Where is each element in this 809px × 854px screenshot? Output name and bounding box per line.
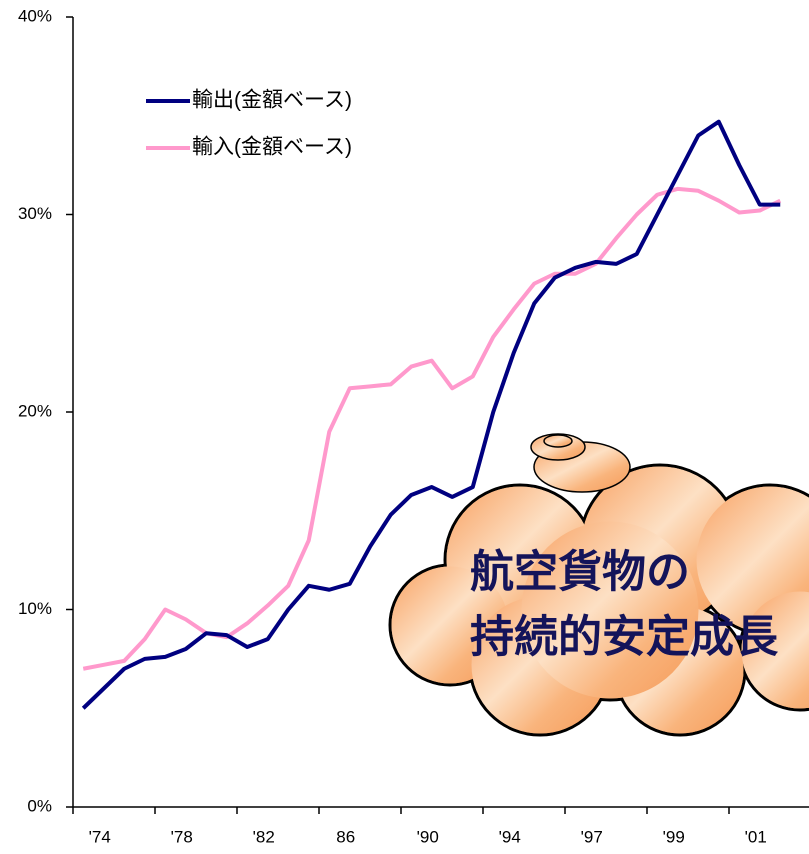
x-tick-label: '94	[499, 827, 521, 846]
y-tick-label: 30%	[18, 204, 52, 223]
series-line	[82, 186, 782, 671]
x-tick-label: '97	[581, 827, 603, 846]
x-tick-label: '82	[253, 827, 275, 846]
x-tick-label: '99	[663, 827, 685, 846]
legend-label: 輸入(金額ベース)	[192, 136, 352, 159]
series-line	[81, 119, 781, 710]
y-tick-label: 10%	[18, 599, 52, 618]
x-tick-label: '90	[417, 827, 439, 846]
annotation: 持続的安定成長	[470, 613, 779, 662]
x-tick-label: '78	[171, 827, 193, 846]
y-tick-label: 0%	[27, 796, 52, 815]
y-tick-label: 20%	[18, 401, 52, 420]
cloud	[388, 433, 809, 737]
x-tick-label: '74	[89, 827, 111, 846]
x-tick-label: 86	[336, 827, 355, 846]
y-tick-label: 40%	[18, 6, 52, 25]
annotation: 航空貨物の	[470, 548, 690, 597]
legend-label: 輸出(金額ベース)	[192, 89, 352, 112]
x-tick-label: '01	[745, 827, 767, 846]
